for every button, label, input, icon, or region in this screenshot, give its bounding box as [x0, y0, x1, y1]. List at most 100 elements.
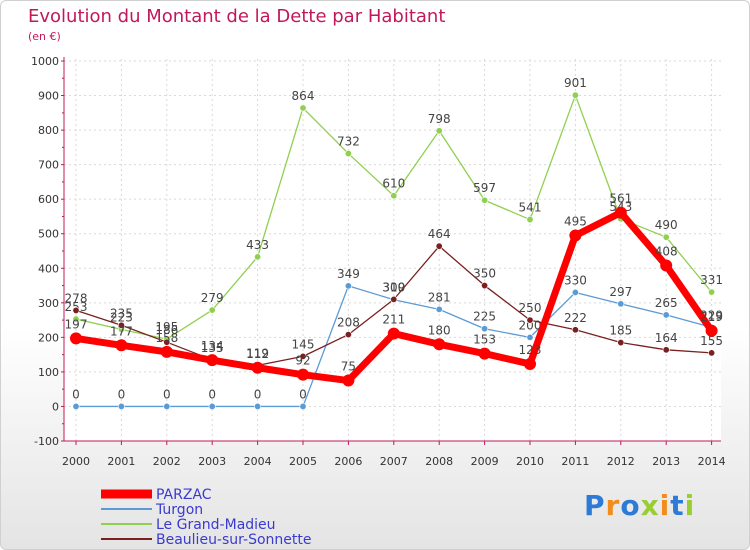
y-tick-label: 500	[38, 228, 59, 241]
x-tick-label: 2011	[561, 455, 589, 468]
data-point	[481, 196, 489, 204]
data-label: 135	[201, 341, 224, 355]
data-point	[344, 150, 352, 158]
data-point	[569, 229, 582, 242]
data-point	[390, 192, 398, 200]
y-tick-label: 400	[38, 262, 59, 275]
data-point	[254, 253, 262, 261]
x-tick-label: 2014	[698, 455, 726, 468]
data-point	[163, 402, 171, 410]
data-point	[72, 402, 80, 410]
y-tick-label: -100	[34, 435, 59, 448]
x-tick-label: 2009	[471, 455, 499, 468]
data-label: 112	[246, 347, 269, 361]
data-label: 278	[65, 291, 88, 305]
plot-area	[64, 59, 721, 441]
data-label: 119	[246, 346, 269, 360]
data-label: 197	[65, 317, 88, 331]
y-tick-label: 700	[38, 159, 59, 172]
data-point	[705, 324, 718, 337]
data-point	[70, 332, 82, 345]
y-tick-label: 100	[38, 366, 59, 379]
data-point	[660, 259, 673, 272]
logo-letter: i	[659, 489, 671, 522]
legend-label: PARZAC	[156, 487, 212, 503]
x-tick-label: 2005	[289, 455, 317, 468]
x-tick-label: 2001	[107, 455, 135, 468]
data-point	[571, 326, 579, 334]
data-point	[251, 361, 264, 374]
data-label: 281	[428, 290, 451, 304]
data-point	[526, 316, 534, 324]
data-point	[387, 327, 400, 340]
y-tick-label: 0	[52, 400, 59, 413]
logo-letter: o	[620, 489, 641, 522]
data-label: 195	[155, 320, 178, 334]
data-point	[526, 333, 534, 341]
x-tick-label: 2012	[607, 455, 635, 468]
data-label: 235	[110, 306, 133, 320]
x-tick-label: 2000	[62, 455, 90, 468]
data-point	[72, 315, 80, 323]
data-label: 134	[201, 339, 224, 353]
data-point	[117, 321, 125, 329]
proxiti-logo: Proxiti	[584, 489, 695, 522]
data-label: 0	[72, 387, 80, 401]
x-tick-label: 2010	[516, 455, 544, 468]
data-label: 798	[428, 112, 451, 126]
legend-label: Turgon	[155, 502, 203, 518]
data-label: 265	[655, 296, 678, 310]
x-tick-label: 2007	[380, 455, 408, 468]
data-label: 164	[655, 331, 678, 345]
data-label: 123	[519, 343, 542, 357]
y-tick-label: 300	[38, 297, 59, 310]
data-point	[708, 288, 716, 296]
y-tick-label: 200	[38, 331, 59, 344]
x-tick-label: 2006	[334, 455, 362, 468]
data-label: 222	[564, 311, 587, 325]
data-label: 610	[382, 177, 405, 191]
data-point	[115, 339, 128, 352]
data-label: 185	[609, 324, 632, 338]
data-point	[299, 352, 307, 360]
data-point	[662, 311, 670, 319]
data-label: 310	[382, 280, 405, 294]
data-point	[478, 347, 491, 360]
data-label: 597	[473, 181, 496, 195]
data-point	[708, 349, 716, 357]
data-label: 309	[382, 281, 405, 295]
data-point	[390, 295, 398, 303]
x-tick-label: 2013	[652, 455, 680, 468]
data-label: 330	[564, 273, 587, 287]
legend-label: Beaulieu-sur-Sonnette	[156, 532, 311, 548]
data-label: 155	[700, 334, 723, 348]
data-point	[435, 127, 443, 135]
data-point	[299, 104, 307, 112]
data-label: 490	[655, 218, 678, 232]
y-tick-label: 600	[38, 193, 59, 206]
data-point	[208, 306, 216, 314]
data-label: 901	[564, 76, 587, 90]
data-label: 0	[163, 387, 171, 401]
data-label: 92	[295, 354, 310, 368]
data-label: 464	[428, 227, 451, 241]
y-tick-label: 800	[38, 124, 59, 137]
data-point	[662, 346, 670, 354]
data-label: 541	[519, 201, 542, 215]
data-label: 219	[700, 310, 723, 324]
data-label: 408	[655, 245, 678, 259]
data-point	[344, 331, 352, 339]
data-point	[662, 233, 670, 241]
data-point	[433, 338, 446, 351]
data-label: 177	[110, 324, 133, 338]
data-label: 208	[337, 316, 360, 330]
data-label: 0	[254, 387, 262, 401]
data-label: 145	[292, 337, 315, 351]
chart-title: Evolution du Montant de la Dette par Hab…	[28, 6, 446, 27]
data-point	[435, 305, 443, 313]
data-label: 211	[382, 313, 405, 327]
data-point	[571, 288, 579, 296]
x-tick-label: 2003	[198, 455, 226, 468]
